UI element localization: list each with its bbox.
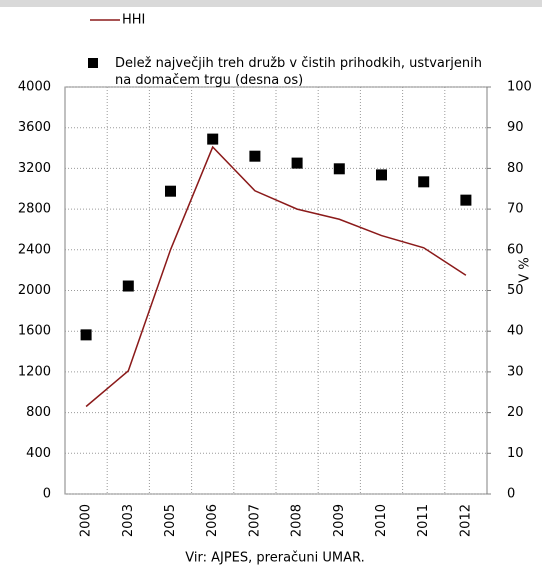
y-tick-label: 2800	[18, 202, 51, 217]
legend-label-line: Delež največjih treh družb v čistih prih…	[115, 56, 482, 71]
y-tick-label: 2400	[18, 242, 51, 257]
y-tick-label: 800	[26, 405, 51, 420]
share-marker	[249, 150, 261, 162]
y-tick-label: 1200	[18, 364, 51, 379]
y2-tick-label: 10	[507, 446, 524, 461]
x-tick-label: 2007	[247, 504, 262, 537]
share-marker	[165, 185, 176, 197]
y2-tick-label: 80	[507, 161, 524, 176]
y2-tick-label: 50	[507, 283, 524, 298]
y-tick-label: 0	[43, 487, 51, 502]
top-band	[0, 0, 542, 7]
y-tick-label: 1600	[18, 324, 51, 339]
y2-tick-label: 70	[507, 202, 524, 217]
share-marker	[291, 157, 303, 169]
share-marker	[122, 280, 134, 292]
source: Vir: AJPES, preračuni UMAR.	[185, 551, 364, 566]
legend-label: Delež največjih treh družb v čistih prih…	[115, 56, 482, 88]
y2-tick-label: 100	[507, 80, 532, 95]
legend-marker	[88, 58, 98, 68]
x-tick-label: 2011	[416, 504, 431, 537]
y2-tick-label: 0	[507, 487, 515, 502]
y2-tick-label: 30	[507, 364, 524, 379]
hhi-line	[85, 145, 467, 408]
share-marker	[418, 176, 430, 188]
y-tick-label: 4000	[18, 80, 51, 95]
share-marker	[460, 194, 472, 206]
share-marker	[80, 329, 92, 341]
y-tick-label: 2000	[18, 283, 51, 298]
y-tick-label: 3600	[18, 120, 51, 135]
y2-tick-label: 40	[507, 324, 524, 339]
y-tick-label: 400	[26, 446, 51, 461]
y2-tick-label: 90	[507, 120, 524, 135]
x-tick-label: 2009	[332, 504, 347, 537]
y2-axis-label: V %	[518, 257, 533, 282]
x-tick-label: 2012	[458, 504, 473, 537]
share-marker	[376, 169, 387, 181]
x-tick-label: 2000	[79, 504, 94, 537]
legend-label: HHI	[122, 13, 145, 28]
y2-tick-label: 20	[507, 405, 524, 420]
y2-tick-label: 60	[507, 242, 524, 257]
x-tick-label: 2005	[163, 504, 178, 537]
legend-label-line: na domačem trgu (desna os)	[115, 73, 303, 88]
share-marker	[333, 163, 345, 175]
y-tick-label: 3200	[18, 161, 51, 176]
x-tick-label: 2003	[121, 504, 136, 537]
x-tick-label: 2006	[205, 504, 220, 537]
x-tick-label: 2010	[374, 504, 389, 537]
x-tick-label: 2008	[290, 504, 305, 537]
share-marker	[207, 133, 219, 145]
